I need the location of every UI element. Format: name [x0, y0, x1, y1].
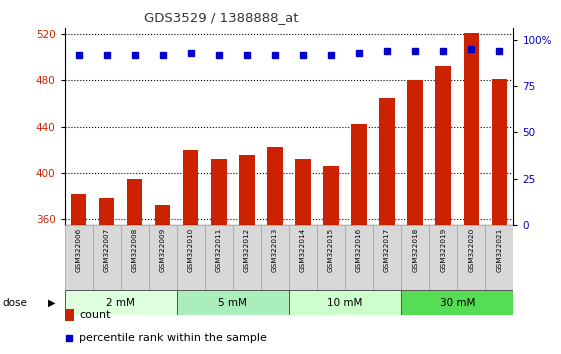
Bar — [121, 225, 149, 290]
Bar — [491, 79, 507, 225]
Bar — [177, 290, 289, 315]
Bar — [93, 225, 121, 290]
Bar — [149, 225, 177, 290]
Text: GSM322019: GSM322019 — [440, 228, 446, 272]
Bar — [379, 98, 395, 225]
Text: 5 mM: 5 mM — [218, 298, 247, 308]
Bar — [65, 290, 177, 315]
Text: percentile rank within the sample: percentile rank within the sample — [79, 332, 266, 343]
Bar — [127, 178, 142, 225]
Text: GSM322011: GSM322011 — [216, 228, 222, 272]
Bar — [295, 159, 311, 225]
Bar — [345, 225, 373, 290]
Bar — [99, 198, 114, 225]
Text: GSM322009: GSM322009 — [160, 228, 165, 272]
Bar — [463, 33, 479, 225]
Text: GDS3529 / 1388888_at: GDS3529 / 1388888_at — [144, 11, 299, 24]
Bar — [351, 124, 367, 225]
Bar — [429, 225, 457, 290]
Bar — [401, 290, 513, 315]
Bar — [317, 225, 345, 290]
Bar — [267, 147, 283, 225]
Text: 30 mM: 30 mM — [439, 298, 475, 308]
Text: dose: dose — [3, 298, 27, 308]
Bar — [457, 225, 485, 290]
Text: 10 mM: 10 mM — [327, 298, 363, 308]
Bar — [435, 67, 451, 225]
Bar — [71, 194, 86, 225]
Bar — [65, 225, 93, 290]
Text: GSM322007: GSM322007 — [104, 228, 109, 272]
Bar — [239, 155, 255, 225]
Text: GSM322014: GSM322014 — [300, 228, 306, 272]
Text: ▶: ▶ — [48, 298, 56, 308]
Bar — [65, 309, 75, 321]
Bar — [155, 205, 171, 225]
Text: GSM322006: GSM322006 — [76, 228, 81, 272]
Text: GSM322015: GSM322015 — [328, 228, 334, 272]
Bar — [289, 225, 317, 290]
Bar — [323, 166, 339, 225]
Text: GSM322013: GSM322013 — [272, 228, 278, 272]
Text: GSM322016: GSM322016 — [356, 228, 362, 272]
Bar — [261, 225, 289, 290]
Bar — [183, 150, 199, 225]
Bar — [211, 159, 227, 225]
Bar — [407, 80, 423, 225]
Text: GSM322020: GSM322020 — [468, 228, 474, 272]
Text: GSM322021: GSM322021 — [496, 228, 502, 272]
Bar — [485, 225, 513, 290]
Bar — [177, 225, 205, 290]
Text: GSM322018: GSM322018 — [412, 228, 418, 272]
Text: GSM322012: GSM322012 — [244, 228, 250, 272]
Text: GSM322008: GSM322008 — [132, 228, 137, 272]
Bar — [205, 225, 233, 290]
Text: 2 mM: 2 mM — [106, 298, 135, 308]
Text: GSM322017: GSM322017 — [384, 228, 390, 272]
Bar — [401, 225, 429, 290]
Text: GSM322010: GSM322010 — [188, 228, 194, 272]
Text: count: count — [79, 310, 111, 320]
Bar — [373, 225, 401, 290]
Bar — [233, 225, 261, 290]
Bar — [289, 290, 401, 315]
